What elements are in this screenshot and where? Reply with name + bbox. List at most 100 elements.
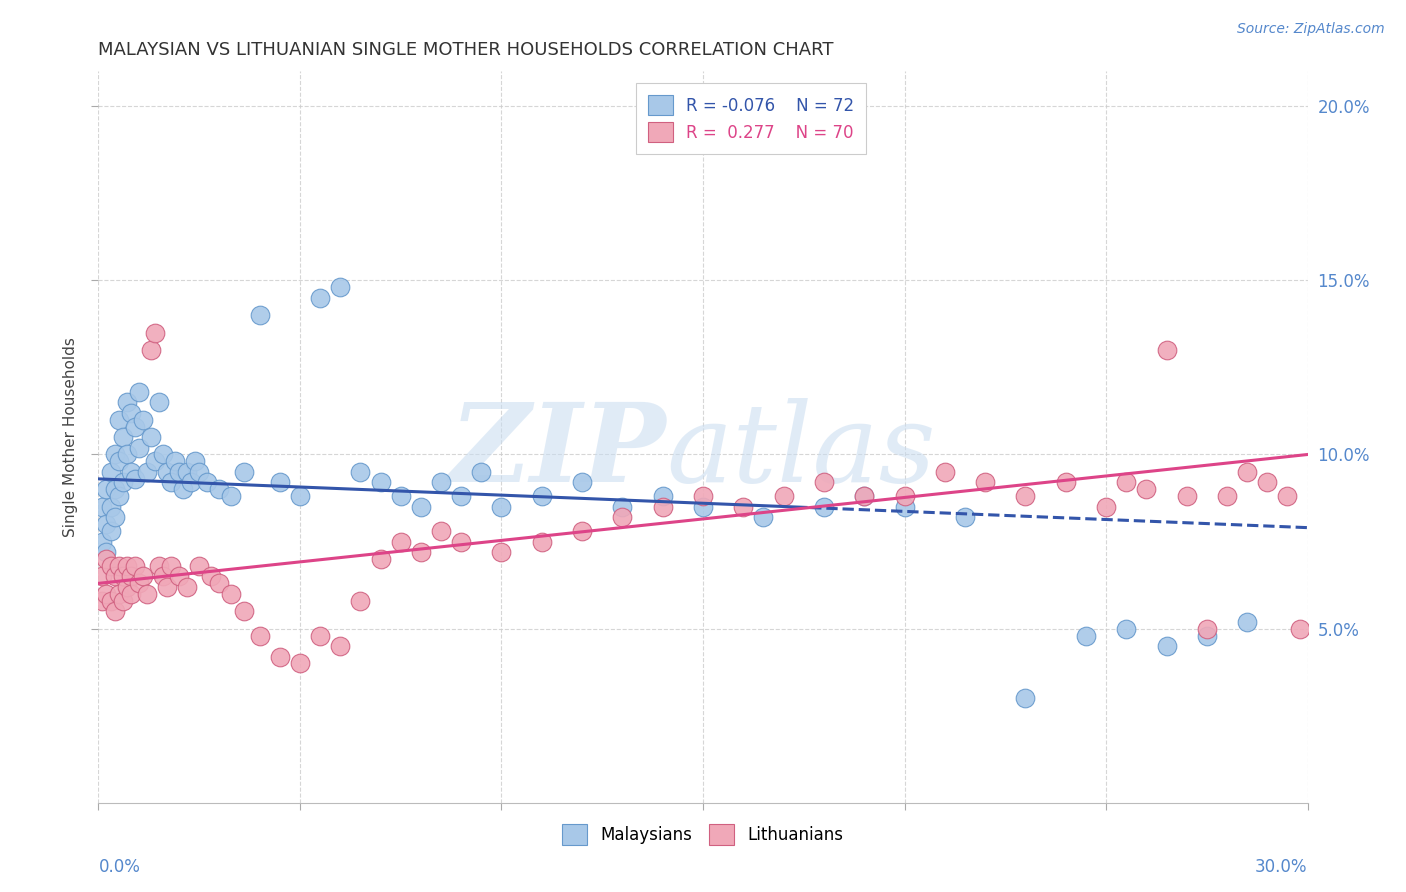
Point	[167, 569, 190, 583]
Point	[1195, 622, 1218, 636]
Point	[96, 483, 118, 497]
Point	[893, 500, 915, 514]
Point	[530, 534, 553, 549]
Point	[124, 419, 146, 434]
Point	[1014, 691, 1036, 706]
Point	[530, 489, 553, 503]
Point	[100, 594, 122, 608]
Point	[1156, 343, 1178, 357]
Point	[135, 587, 157, 601]
Point	[188, 558, 211, 573]
Point	[1195, 629, 1218, 643]
Point	[1256, 475, 1278, 490]
Point	[176, 465, 198, 479]
Point	[232, 465, 254, 479]
Point	[139, 343, 162, 357]
Point	[1236, 465, 1258, 479]
Point	[188, 465, 211, 479]
Point	[143, 326, 166, 340]
Point	[893, 489, 915, 503]
Point	[309, 291, 332, 305]
Point	[329, 280, 352, 294]
Point	[143, 454, 166, 468]
Point	[430, 524, 453, 538]
Point	[329, 639, 352, 653]
Point	[96, 545, 118, 559]
Point	[953, 510, 976, 524]
Point	[232, 604, 254, 618]
Text: ZIP: ZIP	[450, 398, 666, 506]
Point	[160, 558, 183, 573]
Point	[115, 395, 138, 409]
Point	[1115, 475, 1137, 490]
Point	[139, 430, 162, 444]
Point	[163, 454, 186, 468]
Point	[269, 475, 291, 490]
Point	[120, 406, 142, 420]
Point	[1156, 639, 1178, 653]
Point	[115, 580, 138, 594]
Point	[160, 475, 183, 490]
Text: MALAYSIAN VS LITHUANIAN SINGLE MOTHER HOUSEHOLDS CORRELATION CHART: MALAYSIAN VS LITHUANIAN SINGLE MOTHER HO…	[98, 41, 834, 59]
Point	[1288, 622, 1310, 636]
Point	[156, 580, 179, 594]
Point	[409, 500, 432, 514]
Point	[176, 580, 198, 594]
Point	[180, 475, 202, 490]
Point	[249, 308, 271, 322]
Point	[172, 483, 194, 497]
Point	[91, 500, 114, 514]
Point	[152, 569, 174, 583]
Point	[111, 569, 134, 583]
Point	[370, 552, 392, 566]
Point	[107, 489, 129, 503]
Point	[128, 576, 150, 591]
Point	[450, 489, 472, 503]
Point	[107, 558, 129, 573]
Point	[103, 510, 125, 524]
Point	[1135, 483, 1157, 497]
Point	[1115, 622, 1137, 636]
Point	[1074, 629, 1097, 643]
Point	[370, 475, 392, 490]
Legend: Malaysians, Lithuanians: Malaysians, Lithuanians	[554, 816, 852, 853]
Point	[111, 430, 134, 444]
Point	[208, 576, 231, 591]
Point	[349, 465, 371, 479]
Point	[148, 558, 170, 573]
Point	[349, 594, 371, 608]
Point	[128, 384, 150, 399]
Point	[288, 657, 311, 671]
Point	[221, 489, 243, 503]
Point	[96, 517, 118, 532]
Point	[813, 475, 835, 490]
Point	[1216, 489, 1239, 503]
Point	[156, 465, 179, 479]
Point	[733, 500, 755, 514]
Point	[934, 465, 956, 479]
Point	[91, 569, 114, 583]
Point	[124, 558, 146, 573]
Point	[128, 441, 150, 455]
Point	[491, 500, 513, 514]
Point	[100, 524, 122, 538]
Point	[430, 475, 453, 490]
Point	[152, 448, 174, 462]
Point	[103, 604, 125, 618]
Point	[111, 475, 134, 490]
Point	[208, 483, 231, 497]
Point	[389, 489, 412, 503]
Point	[249, 629, 271, 643]
Text: atlas: atlas	[666, 398, 936, 506]
Point	[571, 475, 593, 490]
Point	[100, 465, 122, 479]
Point	[115, 558, 138, 573]
Point	[96, 587, 118, 601]
Point	[974, 475, 997, 490]
Point	[1277, 489, 1299, 503]
Point	[195, 475, 218, 490]
Point	[115, 448, 138, 462]
Point	[612, 500, 634, 514]
Point	[772, 489, 794, 503]
Point	[571, 524, 593, 538]
